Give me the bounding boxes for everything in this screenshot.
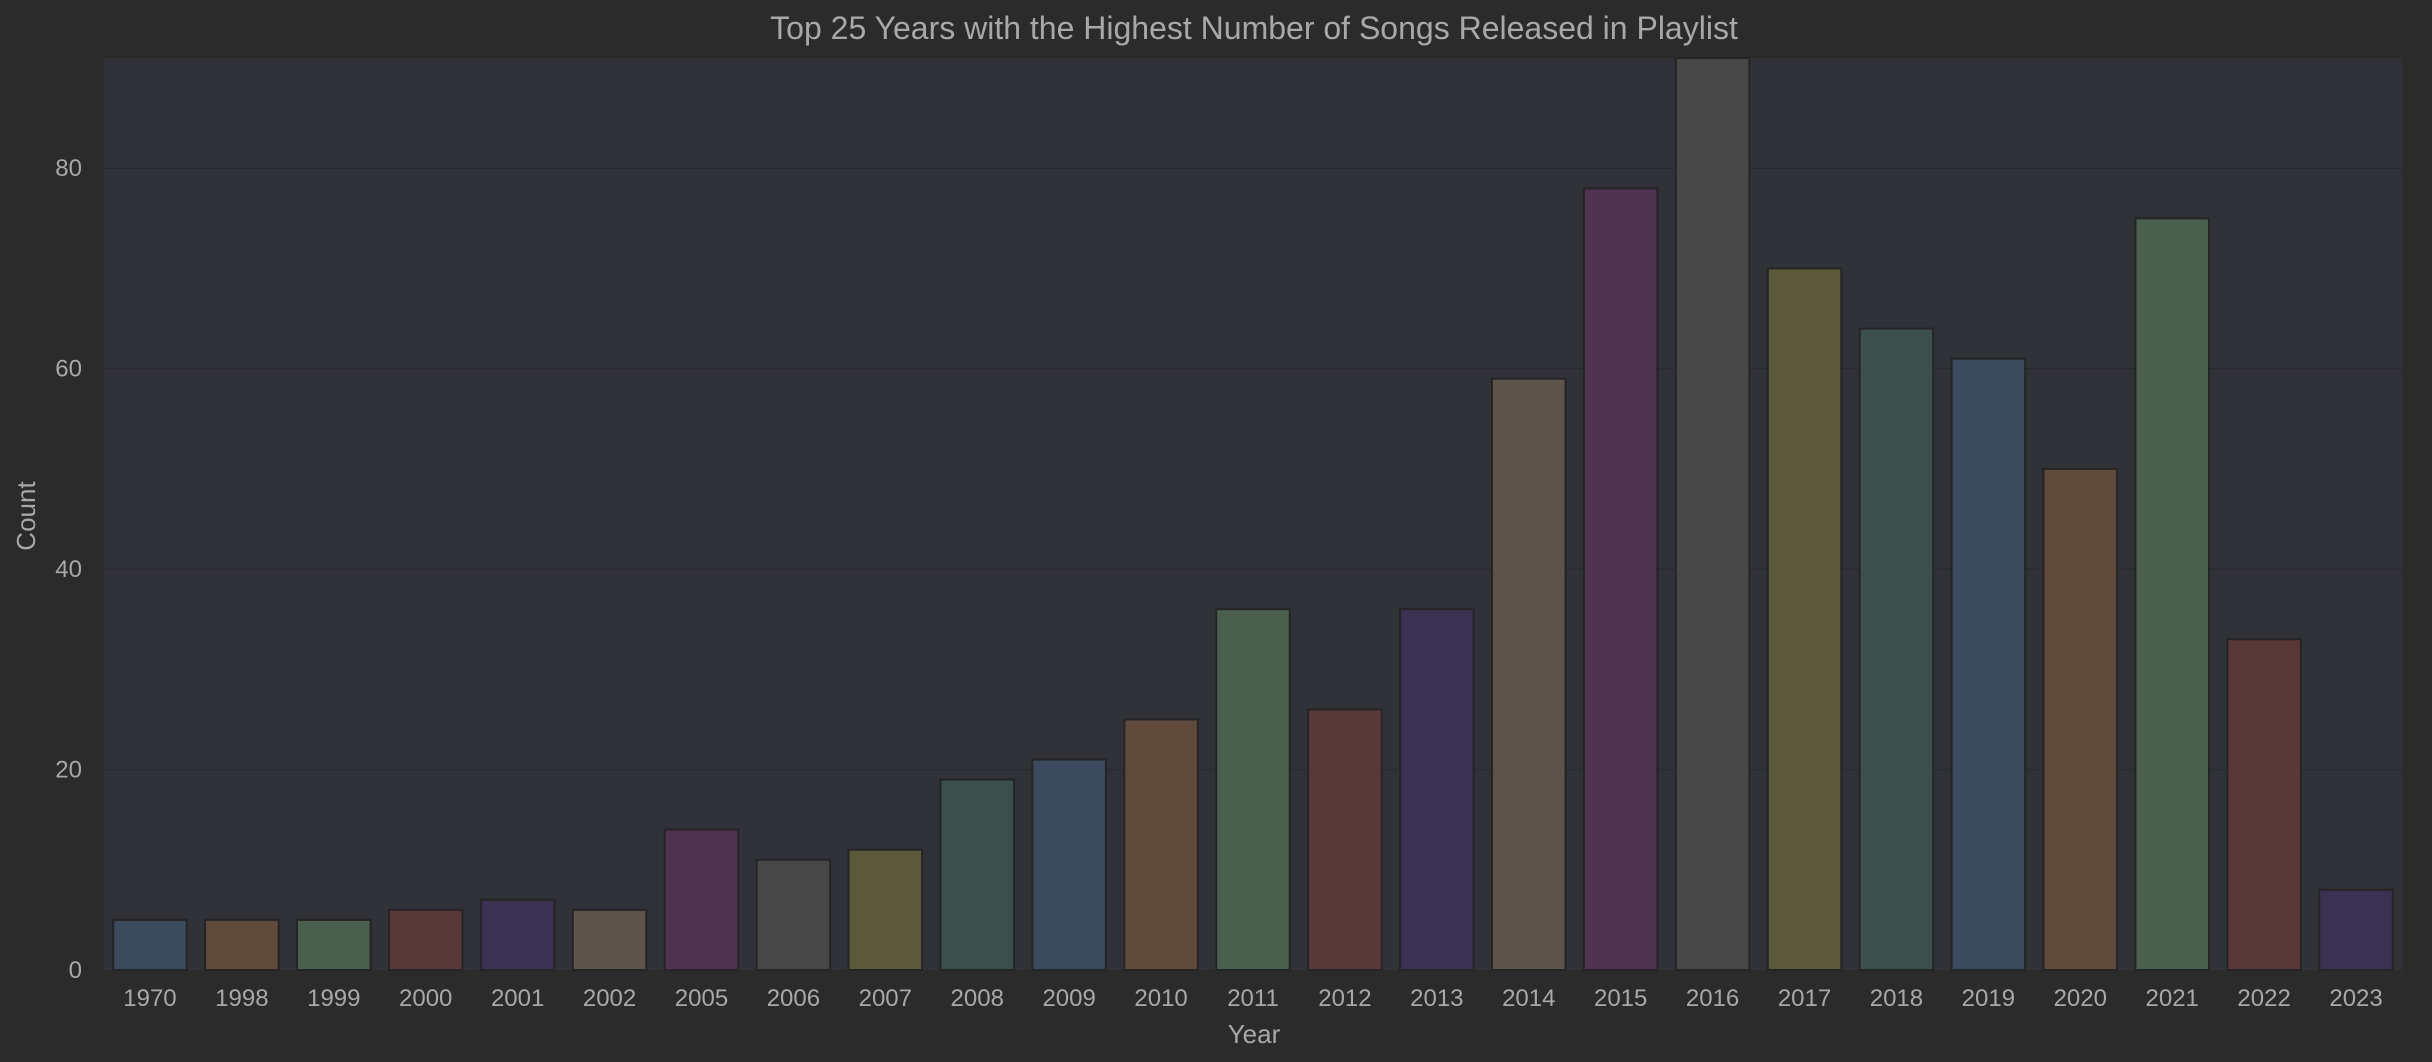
bar-2005: [663, 828, 740, 972]
bar-2018: [1858, 327, 1935, 972]
x-tick-label: 2021: [2146, 985, 2199, 1012]
chart-title: Top 25 Years with the Highest Number of …: [770, 10, 1738, 46]
bar-2002: [571, 908, 648, 971]
bar-2000: [387, 908, 464, 971]
x-tick-label: 2023: [2329, 985, 2382, 1012]
y-tick-label: 40: [55, 556, 82, 583]
bar-1998: [204, 918, 280, 972]
y-axis-label: Count: [11, 481, 41, 551]
bar-1999: [296, 918, 372, 972]
bar-2019: [1950, 357, 2027, 971]
bar-1970: [112, 918, 188, 972]
x-tick-label: 2013: [1410, 985, 1463, 1012]
x-tick-label: 2020: [2054, 985, 2107, 1012]
x-tick-label: 2014: [1502, 985, 1555, 1012]
y-tick-label: 80: [55, 155, 82, 182]
bar-2021: [2134, 217, 2210, 972]
x-tick-label: 2006: [767, 985, 820, 1012]
bar-2015: [1582, 187, 1659, 972]
y-tick-label: 0: [69, 957, 82, 984]
x-tick-label: 2012: [1318, 985, 1371, 1012]
bar-2008: [939, 778, 1016, 971]
x-tick-label: 2000: [399, 985, 452, 1012]
x-tick-label: 2011: [1227, 985, 1279, 1012]
x-tick-label: 2001: [491, 985, 544, 1012]
bars: [112, 57, 2394, 972]
x-tick-label: 1998: [215, 985, 268, 1012]
bar-2020: [2042, 467, 2119, 971]
x-axis-label: Year: [1228, 1019, 1281, 1049]
bar-2022: [2226, 638, 2302, 971]
bar-2017: [1766, 267, 1843, 971]
bar-2011: [1215, 608, 1291, 971]
x-tick-label: 1970: [123, 985, 176, 1012]
x-tick-label: 2017: [1778, 985, 1831, 1012]
x-tick-label: 2016: [1686, 985, 1739, 1012]
x-tick-label: 2022: [2237, 985, 2290, 1012]
bar-2014: [1490, 377, 1567, 971]
bar-2010: [1123, 718, 1199, 972]
x-tick-label: 2009: [1042, 985, 1095, 1012]
x-tick-label: 2007: [859, 985, 912, 1012]
x-tick-label: 2010: [1134, 985, 1187, 1012]
y-axis-ticks: 0 20 40 60 80: [55, 155, 82, 984]
x-tick-label: 2018: [1870, 985, 1923, 1012]
bar-2009: [1031, 758, 1107, 971]
x-tick-label: 2002: [583, 985, 636, 1012]
x-tick-label: 2008: [951, 985, 1004, 1012]
bar-2006: [755, 858, 832, 971]
x-axis-ticks: 1970 1998 1999 2000 2001 2002 2005 2006 2007 2008…: [123, 985, 2382, 1012]
bar-2012: [1307, 708, 1383, 972]
bar-2016: [1674, 57, 1751, 971]
x-tick-label: 2019: [1962, 985, 2015, 1012]
y-tick-label: 60: [55, 356, 82, 383]
bar-2001: [479, 898, 556, 971]
x-tick-label: 1999: [307, 985, 360, 1012]
bar-2007: [847, 848, 924, 971]
y-tick-label: 20: [55, 757, 82, 784]
x-tick-label: 2015: [1594, 985, 1647, 1012]
x-tick-label: 2005: [675, 985, 728, 1012]
bar-2013: [1399, 608, 1475, 971]
bar-2023: [2318, 888, 2394, 971]
